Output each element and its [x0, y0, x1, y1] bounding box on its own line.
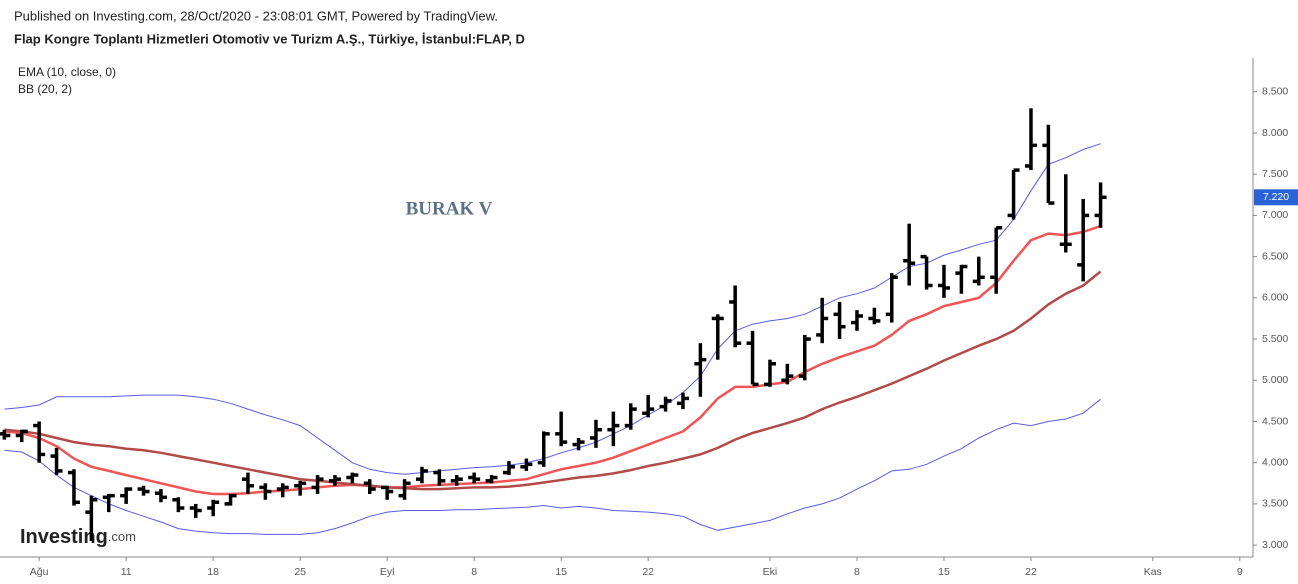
- y-tick-label: 7.000: [1262, 209, 1288, 221]
- logo-text: Investing: [20, 526, 108, 548]
- x-tick-label: Kas: [1144, 566, 1162, 578]
- x-tick-label: 18: [207, 566, 219, 578]
- x-tick-label: 15: [555, 566, 567, 578]
- y-tick-label: 7.500: [1262, 168, 1288, 180]
- x-tick-label: Ağu: [30, 566, 49, 578]
- indicator-line: [4, 398, 1101, 535]
- published-note: Published on Investing.com, 28/Oct/2020 …: [14, 8, 498, 23]
- x-tick-label: 22: [1025, 566, 1037, 578]
- chart-title: Flap Kongre Toplantı Hizmetleri Otomotiv…: [14, 31, 525, 46]
- indicator-line: [4, 270, 1102, 491]
- indicator-label: EMA (10, close, 0): [18, 65, 116, 79]
- y-tick-label: 4.500: [1262, 415, 1288, 427]
- x-tick-label: 22: [642, 566, 654, 578]
- logo-suffix: .com: [108, 529, 136, 544]
- y-tick-label: 6.500: [1262, 250, 1288, 262]
- indicator-label: BB (20, 2): [18, 82, 72, 96]
- last-price-label: 7.220: [1263, 191, 1289, 203]
- x-tick-label: 8: [854, 566, 860, 578]
- indicator-line: [4, 143, 1101, 475]
- y-tick-label: 5.500: [1262, 333, 1288, 345]
- y-tick-label: 5.000: [1262, 374, 1288, 386]
- indicator-line: [4, 224, 1101, 496]
- watermark: BURAK V: [406, 198, 493, 219]
- y-tick-label: 3.500: [1262, 498, 1288, 510]
- x-tick-label: 8: [471, 566, 477, 578]
- y-tick-label: 6.000: [1262, 292, 1288, 304]
- y-tick-label: 4.000: [1262, 456, 1288, 468]
- x-tick-label: Eyl: [380, 566, 395, 578]
- y-tick-label: 3.000: [1262, 539, 1288, 551]
- logo: Investing.com: [20, 526, 136, 548]
- y-tick-label: 8.500: [1262, 86, 1288, 98]
- x-tick-label: 11: [121, 566, 132, 578]
- y-tick-label: 8.000: [1262, 127, 1288, 139]
- x-tick-label: 15: [938, 566, 950, 578]
- x-tick-label: 25: [294, 566, 306, 578]
- x-tick-label: Eki: [763, 566, 778, 578]
- last-price-tag: [1254, 189, 1298, 206]
- x-tick-label: 9: [1237, 566, 1243, 578]
